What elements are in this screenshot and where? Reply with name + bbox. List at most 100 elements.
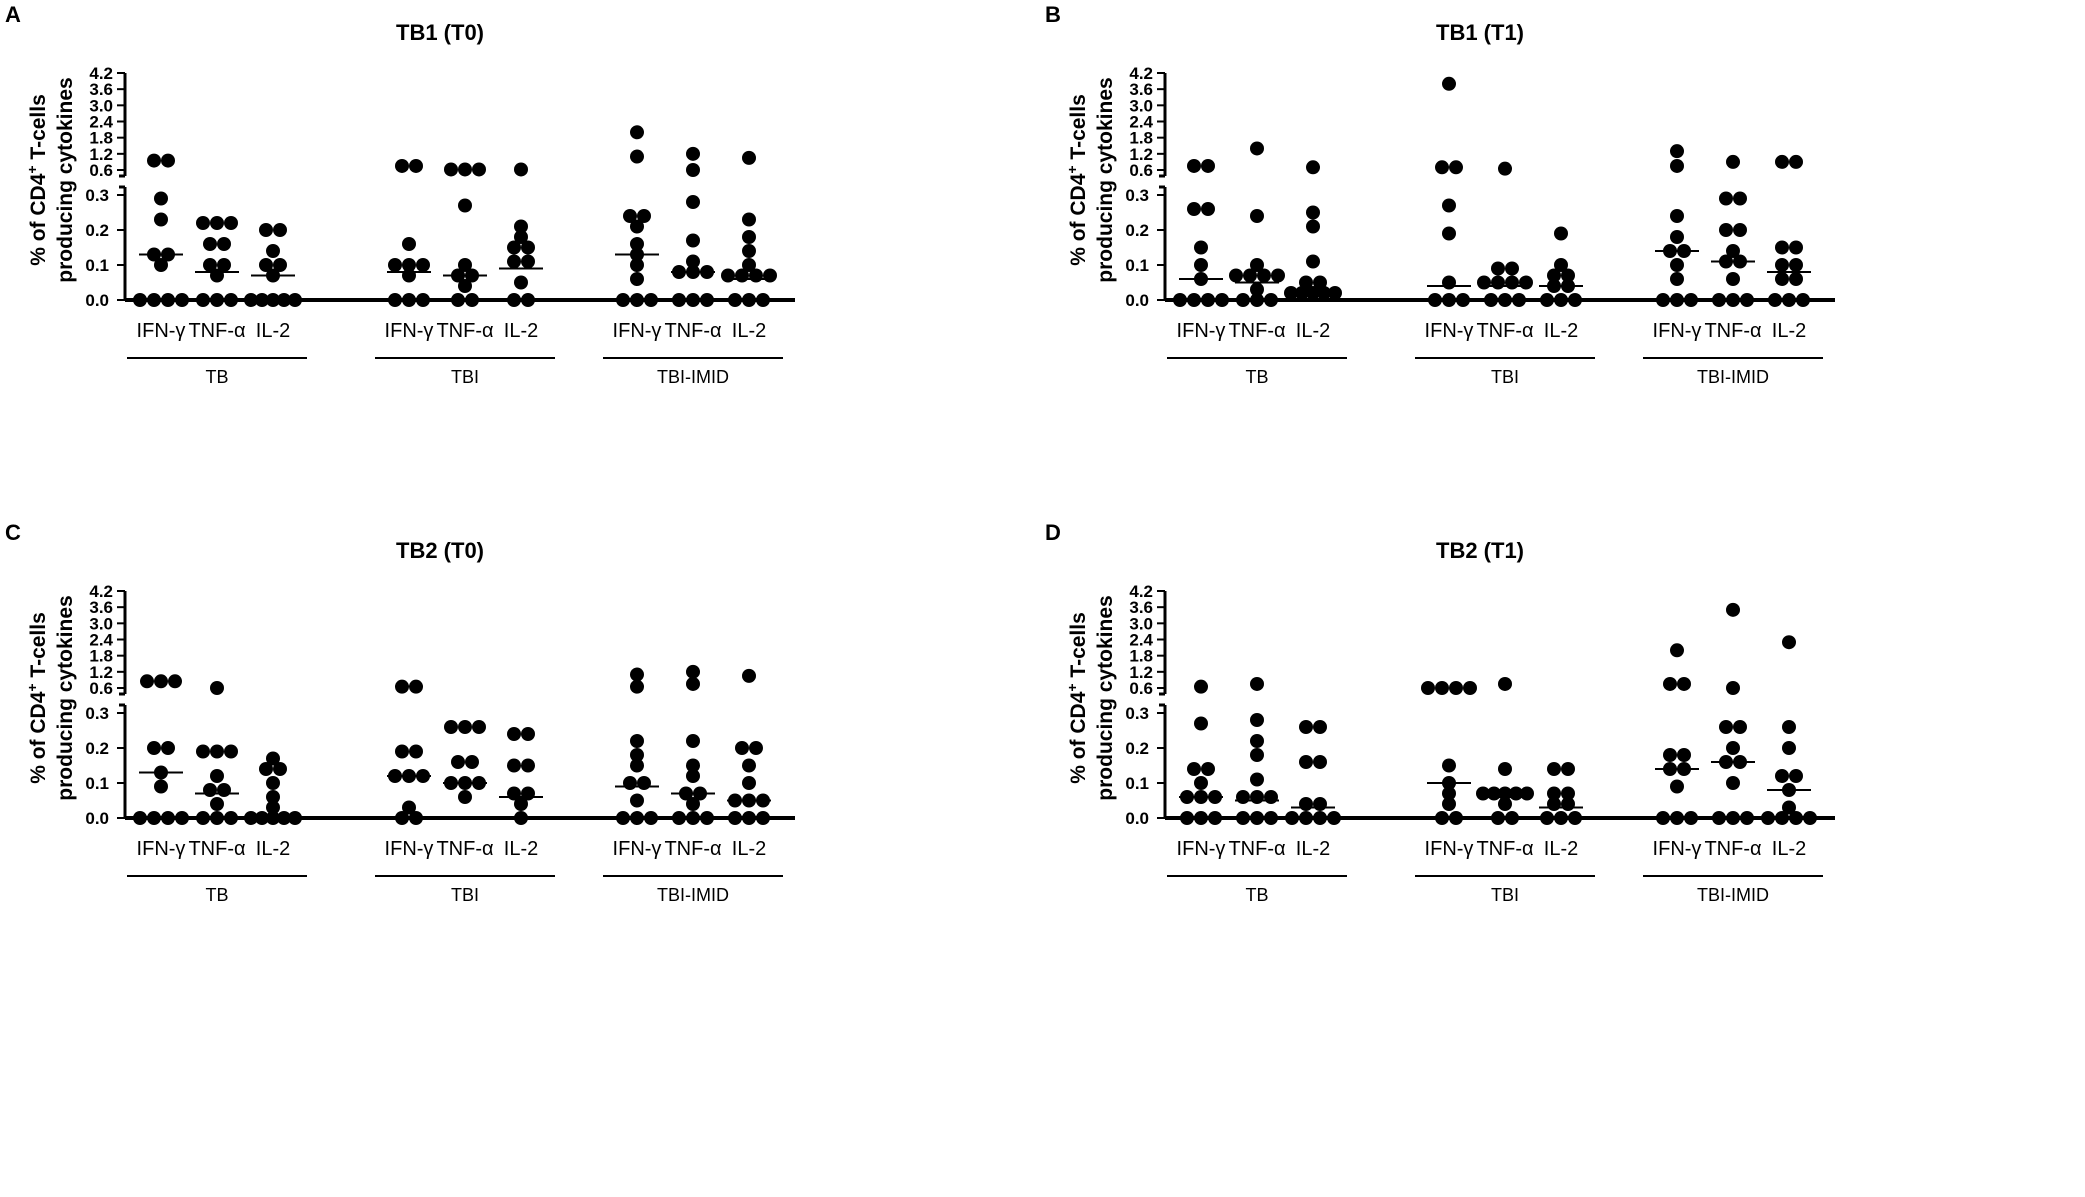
x-category-label: TNF-α (1704, 320, 1761, 342)
data-point (1782, 720, 1796, 734)
series-tbi-imid-2 (721, 150, 777, 307)
data-point (728, 293, 742, 307)
y-tick-label: 0.3 (85, 186, 109, 205)
x-category-label: TNF-α (664, 838, 721, 860)
data-point (217, 258, 231, 272)
y-tick-label: 1.2 (1129, 663, 1153, 682)
group-label: TBI (1491, 885, 1519, 905)
data-point (1719, 720, 1733, 734)
data-point (1670, 643, 1684, 658)
data-point (630, 667, 644, 682)
data-point (514, 162, 528, 177)
x-category-label: IL-2 (732, 320, 766, 342)
data-point (154, 191, 168, 206)
data-point (1498, 797, 1512, 811)
data-point (1477, 275, 1491, 290)
y-tick-label: 0.3 (85, 704, 109, 723)
x-category-label: TNF-α (436, 838, 493, 860)
data-point (1677, 676, 1691, 691)
data-point (402, 800, 416, 815)
data-point (507, 727, 521, 741)
data-point (458, 198, 472, 213)
group-label: TB (205, 367, 228, 387)
data-point (630, 679, 644, 694)
data-point (1789, 258, 1803, 272)
data-point (224, 811, 238, 825)
series-tbi-1 (443, 720, 487, 804)
data-point (266, 800, 280, 815)
data-point (1250, 282, 1264, 297)
y-tick-label: 3.6 (89, 80, 113, 99)
data-point (686, 811, 700, 825)
data-point (1561, 797, 1575, 811)
series-tbi-imid-0 (615, 125, 659, 307)
y-tick-label: 0.1 (1125, 256, 1149, 275)
series-tb-0 (1179, 679, 1223, 825)
data-point (1670, 144, 1684, 159)
data-point (210, 681, 224, 695)
data-point (147, 741, 161, 755)
data-point (395, 158, 409, 173)
data-point (168, 674, 182, 689)
data-point (1306, 160, 1320, 175)
y-tick-label: 2.4 (89, 631, 113, 650)
data-point (630, 219, 644, 234)
data-point (224, 216, 238, 230)
y-tick-label: 0.2 (85, 221, 109, 240)
data-point (1180, 811, 1194, 825)
x-category-label: IFN-γ (1177, 320, 1226, 342)
data-point (1421, 681, 1435, 695)
data-point (1670, 209, 1684, 223)
data-point (1187, 202, 1201, 216)
data-point (735, 741, 749, 755)
series-tbi-2 (1539, 762, 1583, 825)
data-point (161, 811, 175, 825)
data-point (1257, 268, 1271, 283)
data-point (749, 268, 763, 283)
series-tb-2 (244, 751, 302, 825)
data-point (217, 783, 231, 797)
data-point (266, 293, 280, 307)
data-point (1442, 293, 1456, 307)
data-point (266, 244, 280, 258)
data-point (472, 720, 486, 734)
data-point (210, 769, 224, 783)
data-point (1250, 293, 1264, 307)
y-axis-label: % of CD4+ T-cells (1064, 94, 1090, 266)
data-point (1264, 790, 1278, 804)
data-point (1568, 293, 1582, 307)
y-tick-label: 0.0 (1125, 809, 1149, 828)
chart-title: TB1 (T1) (1436, 20, 1524, 45)
data-point (1782, 635, 1796, 650)
data-point (1299, 755, 1313, 769)
y-tick-label: 0.1 (85, 256, 109, 275)
data-point (388, 258, 402, 272)
group-label: TBI-IMID (1697, 367, 1769, 387)
group-label: TB (1245, 885, 1268, 905)
y-tick-label: 4.2 (89, 582, 113, 601)
data-point (1547, 762, 1561, 776)
data-point (721, 268, 735, 283)
data-point (1442, 786, 1456, 801)
y-tick-label: 0.6 (89, 161, 113, 180)
data-point (1229, 268, 1243, 283)
data-point (1670, 811, 1684, 825)
data-point (416, 258, 430, 272)
y-tick-label: 4.2 (1129, 582, 1153, 601)
y-axis-label-superscript: + (1064, 165, 1080, 173)
data-point (1327, 811, 1341, 825)
data-point (1463, 681, 1477, 695)
x-category-label: IFN-γ (1653, 838, 1702, 860)
data-point (1505, 261, 1519, 276)
series-tbi-1 (1477, 161, 1533, 307)
x-category-label: IFN-γ (1177, 838, 1226, 860)
x-category-label: IL-2 (1296, 320, 1330, 342)
data-point (1761, 811, 1775, 825)
data-point (1547, 797, 1561, 811)
series-tb-0 (1173, 158, 1229, 307)
x-category-label: TNF-α (1476, 320, 1533, 342)
data-point (266, 751, 280, 766)
data-point (1201, 293, 1215, 307)
y-tick-label: 0.6 (1129, 679, 1153, 698)
data-point (742, 244, 756, 258)
